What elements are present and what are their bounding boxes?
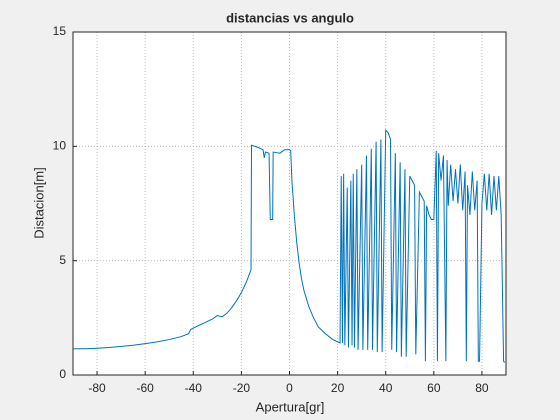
x-tick-label: -60 — [136, 381, 154, 395]
y-tick-label: 0 — [59, 367, 66, 381]
x-axis-label: Apertura[gr] — [256, 399, 325, 414]
x-tick-label: 40 — [379, 381, 393, 395]
data-line — [73, 129, 506, 363]
y-tick-label: 10 — [53, 139, 67, 153]
x-tick-label: 20 — [331, 381, 345, 395]
x-tick-label: -80 — [88, 381, 106, 395]
x-tick-label: 0 — [286, 381, 293, 395]
y-tick-label: 15 — [53, 24, 67, 38]
x-tick-label: -20 — [233, 381, 251, 395]
y-tick-label: 5 — [59, 253, 66, 267]
y-axis-label: Distacion[m] — [31, 167, 46, 239]
axes-box — [72, 31, 507, 376]
x-tick-label: -40 — [185, 381, 203, 395]
chart-title: distancias vs angulo — [226, 10, 354, 25]
x-tick-label: 60 — [427, 381, 441, 395]
x-tick-label: 80 — [475, 381, 489, 395]
